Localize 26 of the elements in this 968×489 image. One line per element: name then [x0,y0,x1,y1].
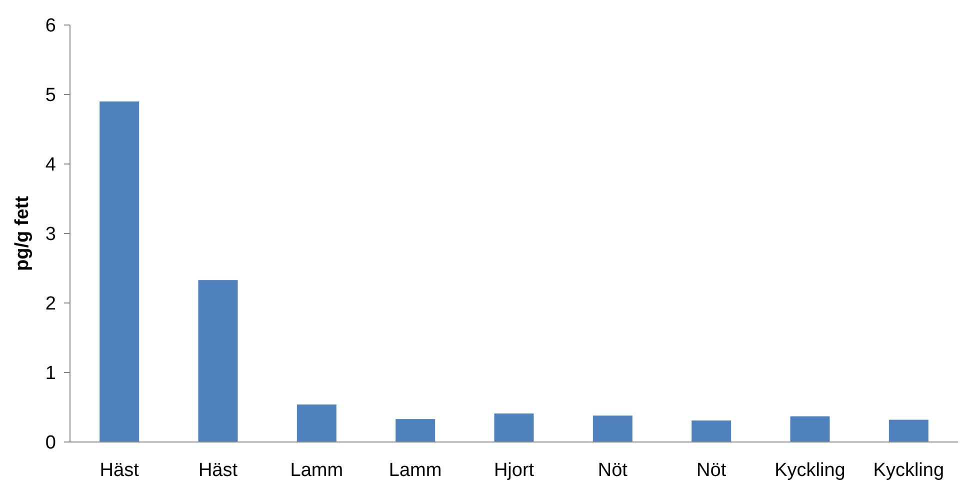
bar [100,101,140,442]
x-tick-label: Häst [100,460,140,481]
y-tick-label: 5 [45,85,56,106]
y-tick-label: 6 [45,16,56,37]
y-tick-label: 1 [45,363,56,384]
y-tick-label: 3 [45,224,56,246]
x-tick-label: Hjort [494,460,535,481]
x-tick-label: Kyckling [873,460,944,481]
bar [888,420,928,442]
bar [592,416,632,442]
x-tick-label: Lamm [290,460,344,481]
y-tick-label: 2 [45,294,56,315]
y-axis-title: pg/g fett [12,195,33,271]
x-tick-label: Häst [198,460,238,481]
bar [494,414,534,442]
bar [790,416,830,442]
bar [198,280,238,442]
bar [296,404,336,442]
x-tick-label: Lamm [388,460,442,481]
x-tick-label: Kyckling [774,460,846,481]
x-tick-label: Nöt [598,460,628,481]
x-tick-label: Nöt [696,460,727,481]
y-tick-label: 0 [45,432,56,454]
y-tick-label: 4 [45,154,56,176]
bar [692,420,732,442]
bar [396,419,436,442]
